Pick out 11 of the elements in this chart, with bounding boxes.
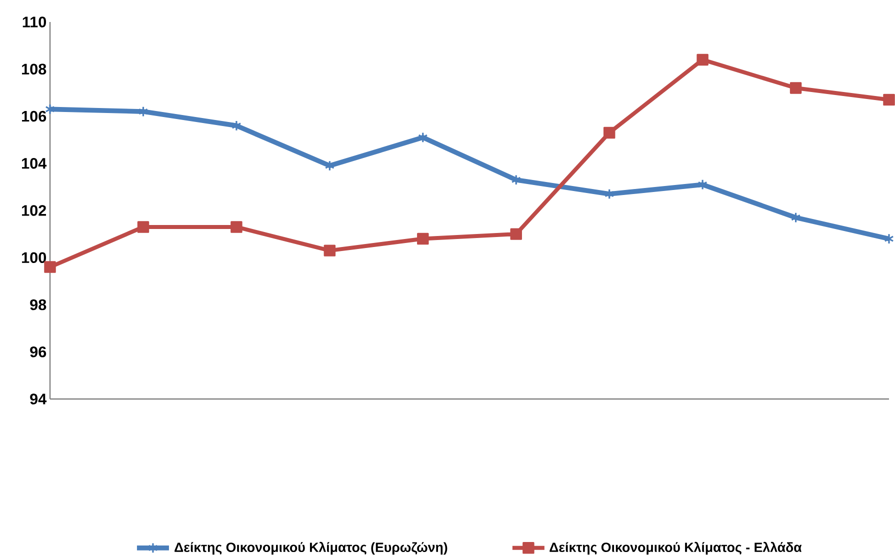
y-tick-label: 110 [22,16,46,28]
y-tick-label: 102 [22,205,46,216]
legend-label: Δείκτης Οικονομικού Κλίματος (Ευρωζώνη) [174,542,448,555]
y-tick-label: 98 [30,299,46,310]
y-tick-label: 106 [22,110,46,122]
y-tick-label: 100 [22,252,46,264]
y-tick-label: 104 [22,158,47,169]
y-tick-label: 108 [22,64,46,75]
legend-label: Δείκτης Οικονομικού Κλίματος - Ελλάδα [550,542,802,555]
y-tick-label: 96 [30,346,46,358]
y-tick-label: 94 [30,394,47,404]
